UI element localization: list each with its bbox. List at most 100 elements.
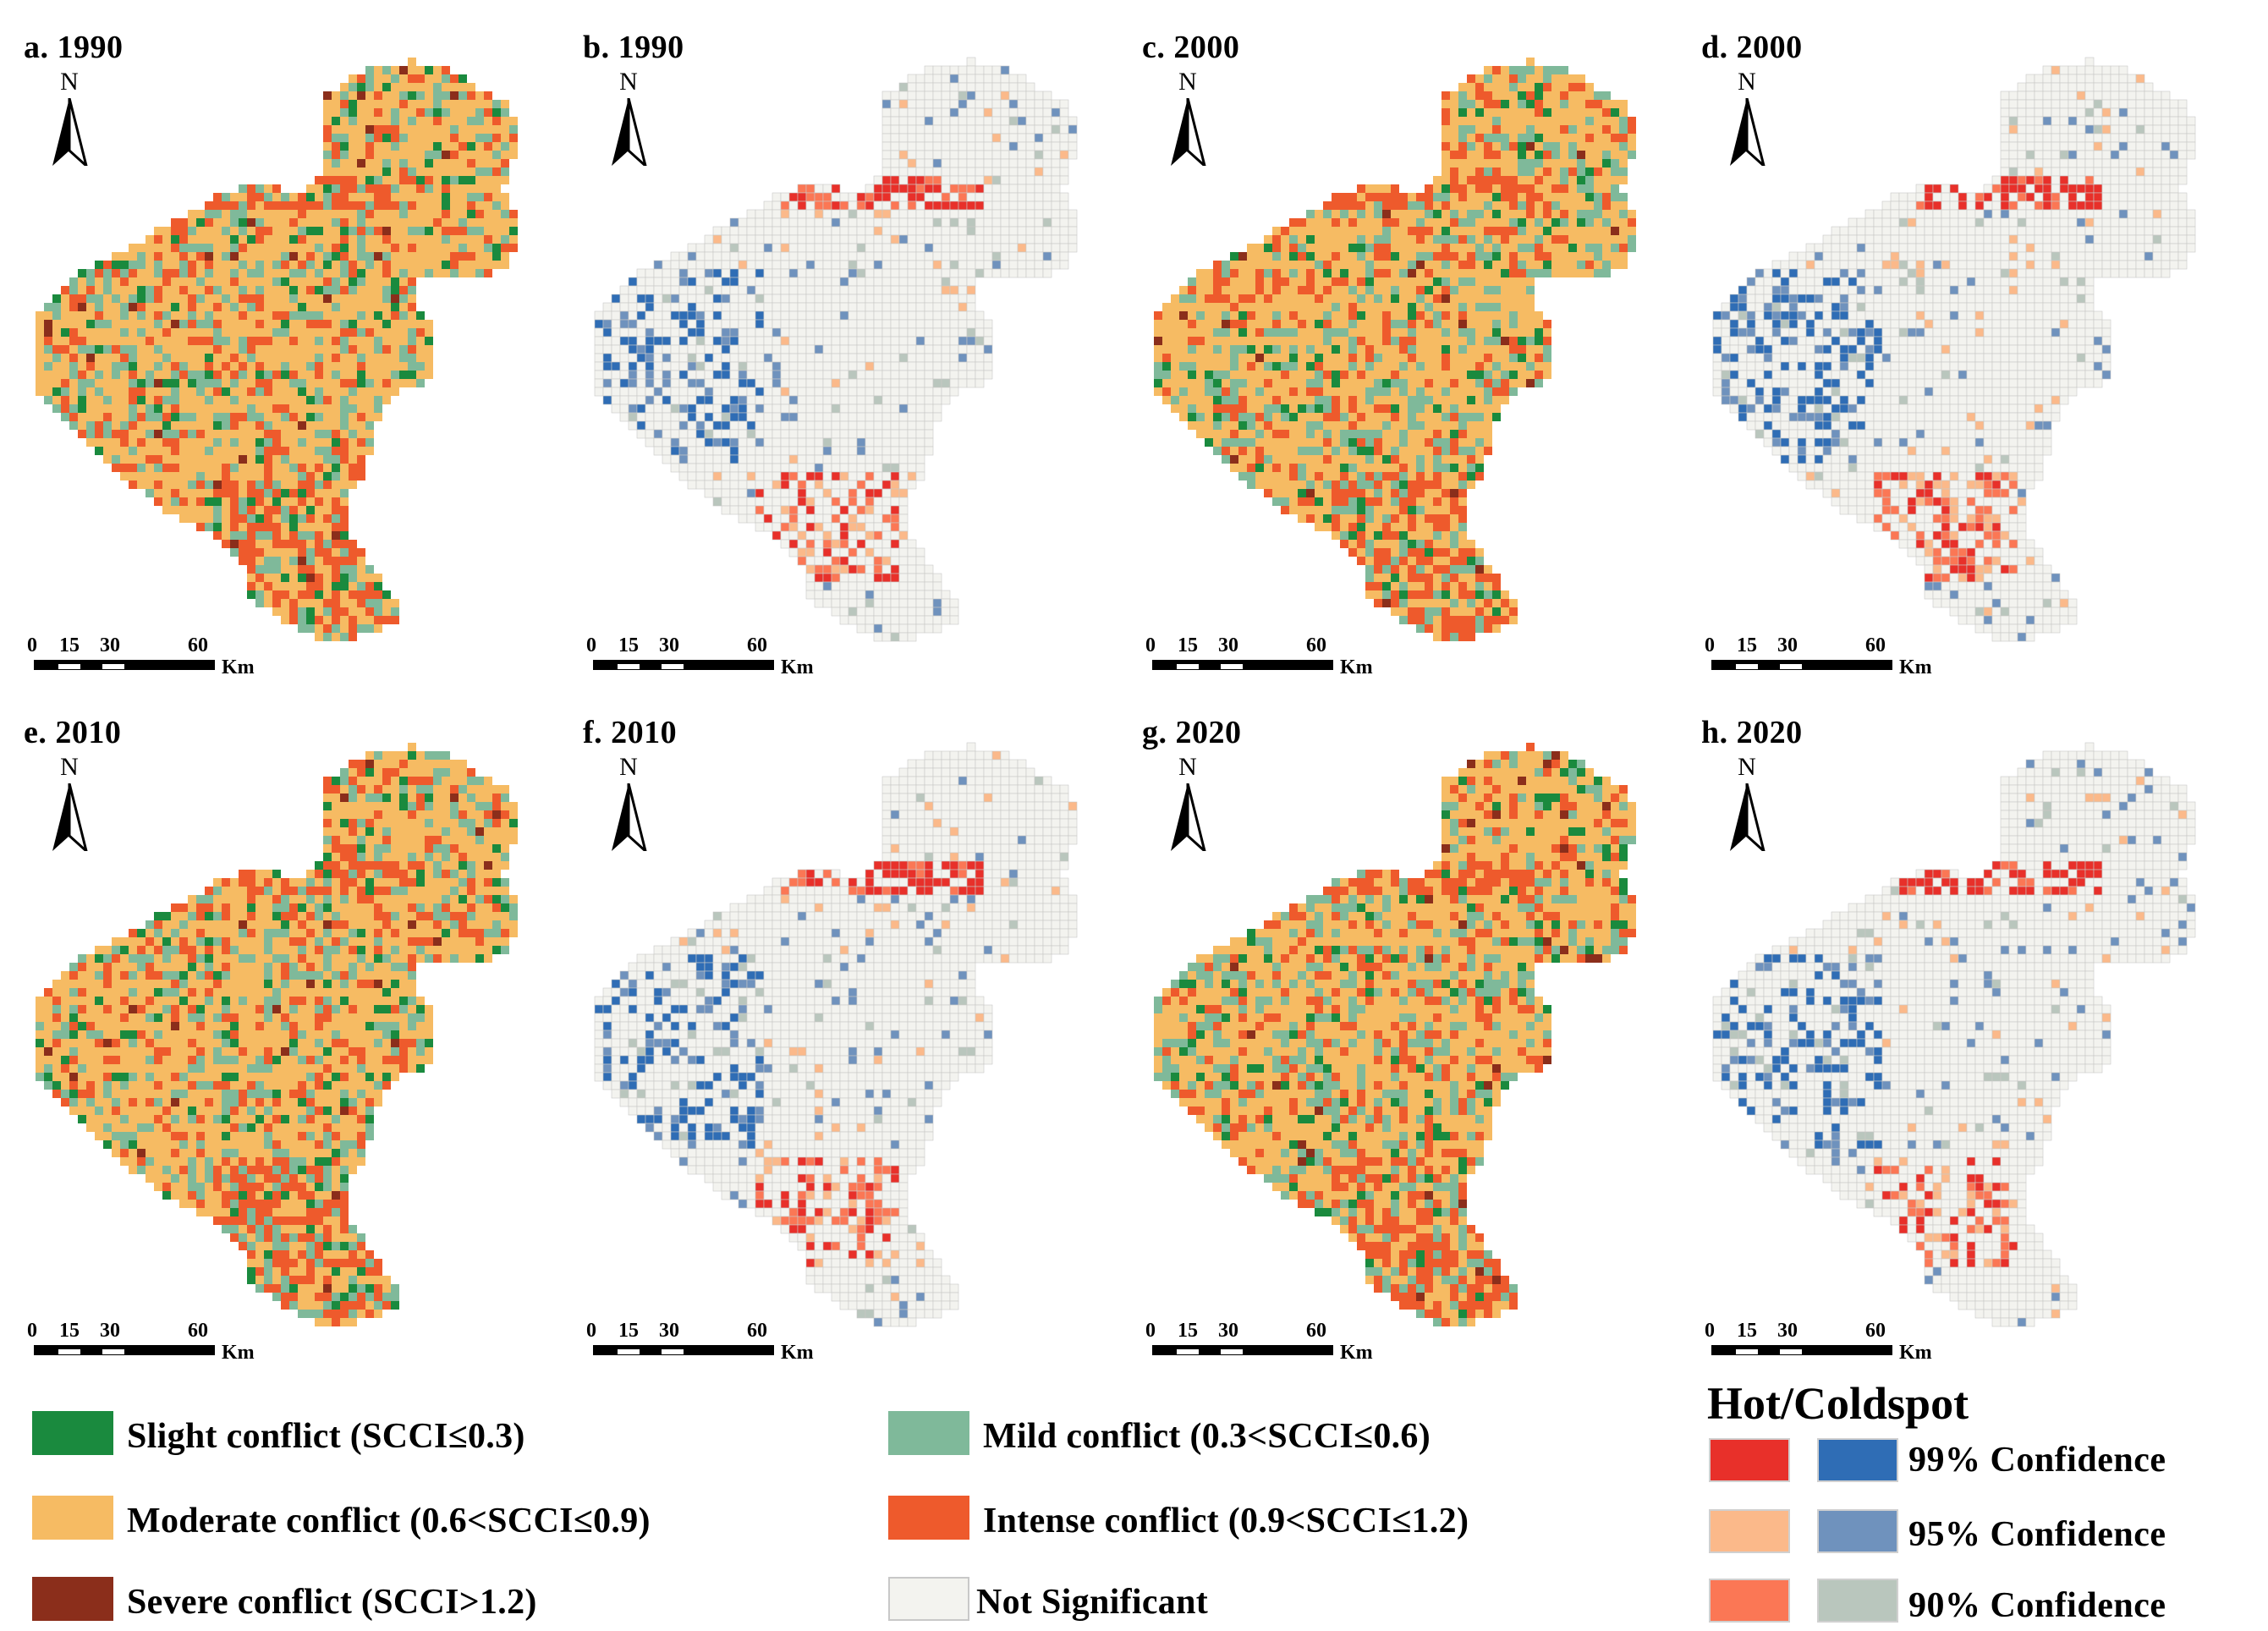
scale-tick-0: 0 — [1705, 634, 1715, 656]
map-panel-g: g. 2020 N 0 15 30 60 Km — [1137, 709, 1699, 1392]
map-g — [1154, 743, 1636, 1326]
panel-label: a. 1990 — [24, 30, 124, 65]
scale-tick-0: 0 — [27, 1320, 37, 1342]
scale-tick-0: 0 — [586, 1320, 596, 1342]
scale-bar-graphic — [34, 660, 215, 670]
legend-moderate: Moderate conflict (0.6<SCCI≤0.9) — [32, 1496, 794, 1545]
legend-severe: Severe conflict (SCCI>1.2) — [32, 1577, 794, 1626]
cold-99-swatch — [1817, 1438, 1898, 1482]
scale-unit: Km — [1899, 656, 1932, 678]
scale-bar: 0 15 30 60 Km — [581, 1320, 835, 1370]
scale-tick-0: 0 — [1145, 1320, 1156, 1342]
north-arrow-icon: N — [1164, 68, 1211, 169]
cold-95-swatch — [1817, 1509, 1898, 1553]
scale-unit: Km — [1340, 1342, 1373, 1364]
hot-99-swatch — [1709, 1438, 1790, 1482]
scale-bar-graphic — [1152, 660, 1333, 670]
cold-90-swatch — [1817, 1579, 1898, 1623]
legend-swatch — [888, 1411, 969, 1455]
north-letter: N — [60, 68, 79, 96]
panel-label: e. 2010 — [24, 715, 122, 750]
scale-bar: 0 15 30 60 Km — [22, 1320, 276, 1370]
scale-bar-graphic — [593, 660, 774, 670]
north-arrow-icon: N — [605, 68, 652, 169]
legend-swatch — [888, 1496, 969, 1540]
scale-tick-30: 30 — [1218, 634, 1238, 656]
legend-swatch — [32, 1411, 113, 1455]
map-f — [594, 742, 1078, 1327]
legend-label: Severe conflict (SCCI>1.2) — [127, 1583, 537, 1622]
scale-bar: 0 15 30 60 Km — [1140, 634, 1394, 685]
north-arrow-icon: N — [1723, 68, 1771, 169]
scale-bar: 0 15 30 60 Km — [581, 634, 835, 685]
scale-tick-30: 30 — [100, 1320, 120, 1342]
north-letter: N — [1738, 753, 1756, 781]
scale-tick-60: 60 — [747, 634, 767, 656]
scale-tick-60: 60 — [188, 1320, 208, 1342]
scale-tick-15: 15 — [1737, 634, 1757, 656]
legend-swatch — [32, 1577, 113, 1621]
panel-label: c. 2000 — [1142, 30, 1240, 65]
legend-label: Not Significant — [976, 1583, 1209, 1622]
scale-tick-30: 30 — [100, 634, 120, 656]
scale-bar-graphic — [593, 1345, 774, 1355]
legend-label: Slight conflict (SCCI≤0.3) — [127, 1417, 525, 1456]
map-a — [36, 58, 518, 641]
scale-tick-30: 30 — [1218, 1320, 1238, 1342]
scale-bar-graphic — [1711, 660, 1892, 670]
scale-bar-graphic — [1711, 1345, 1892, 1355]
north-letter: N — [619, 68, 638, 96]
legend-label: Intense conflict (0.9<SCCI≤1.2) — [983, 1502, 1469, 1540]
map-d — [1712, 57, 2196, 642]
confidence-95-label: 95% Confidence — [1908, 1515, 2166, 1554]
scale-tick-60: 60 — [747, 1320, 767, 1342]
scale-unit: Km — [1340, 656, 1373, 678]
panel-label: f. 2010 — [583, 715, 678, 750]
confidence-90-label: 90% Confidence — [1908, 1586, 2166, 1625]
scale-tick-0: 0 — [1145, 634, 1156, 656]
legend-not-significant: Not Significant — [888, 1577, 1650, 1626]
confidence-99-label: 99% Confidence — [1908, 1441, 2166, 1480]
panel-label: d. 2000 — [1701, 30, 1803, 65]
scale-tick-30: 30 — [659, 1320, 679, 1342]
scale-tick-15: 15 — [1178, 634, 1198, 656]
map-panel-f: f. 2010 N 0 15 30 60 Km — [578, 709, 1139, 1392]
scale-tick-30: 30 — [1777, 1320, 1798, 1342]
scale-bar: 0 15 30 60 Km — [1700, 1320, 1953, 1370]
legend-intense: Intense conflict (0.9<SCCI≤1.2) — [888, 1496, 1650, 1545]
map-panel-a: a. 1990 N 0 15 30 60 Km — [19, 24, 580, 707]
panel-label: h. 2020 — [1701, 715, 1803, 750]
scale-tick-30: 30 — [659, 634, 679, 656]
north-letter: N — [1738, 68, 1756, 96]
legend-slight: Slight conflict (SCCI≤0.3) — [32, 1411, 794, 1460]
scale-bar: 0 15 30 60 Km — [22, 634, 276, 685]
legend-swatch — [32, 1496, 113, 1540]
north-arrow-icon: N — [1164, 753, 1211, 854]
scale-tick-60: 60 — [1306, 634, 1326, 656]
hot-90-swatch — [1709, 1579, 1790, 1623]
scale-tick-30: 30 — [1777, 634, 1798, 656]
scale-tick-60: 60 — [1865, 1320, 1886, 1342]
north-letter: N — [1178, 68, 1197, 96]
scale-tick-0: 0 — [1705, 1320, 1715, 1342]
north-letter: N — [1178, 753, 1197, 781]
north-arrow-icon: N — [46, 753, 93, 854]
scale-bar: 0 15 30 60 Km — [1140, 1320, 1394, 1370]
scale-tick-15: 15 — [1737, 1320, 1757, 1342]
map-panel-c: c. 2000 N 0 15 30 60 Km — [1137, 24, 1699, 707]
north-arrow-icon: N — [605, 753, 652, 854]
scale-tick-15: 15 — [618, 1320, 639, 1342]
scale-bar-graphic — [1152, 1345, 1333, 1355]
legend-mild: Mild conflict (0.3<SCCI≤0.6) — [888, 1411, 1650, 1460]
north-arrow-icon: N — [46, 68, 93, 169]
north-letter: N — [60, 753, 79, 781]
scale-tick-60: 60 — [188, 634, 208, 656]
scale-bar: 0 15 30 60 Km — [1700, 634, 1953, 685]
map-panel-h: h. 2020 N 0 15 30 60 Km — [1696, 709, 2258, 1392]
scale-unit: Km — [781, 1342, 814, 1364]
legend-swatch — [888, 1577, 969, 1621]
map-e — [36, 743, 518, 1326]
map-panel-e: e. 2010 N 0 15 30 60 Km — [19, 709, 580, 1392]
scale-tick-0: 0 — [27, 634, 37, 656]
scale-unit: Km — [781, 656, 814, 678]
